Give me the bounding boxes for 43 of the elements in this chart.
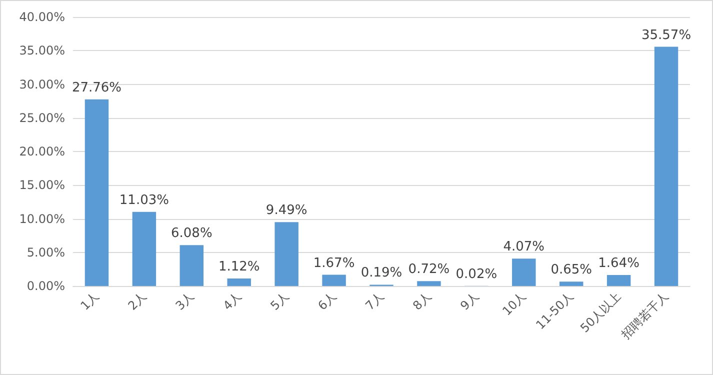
x-tick-label: 3人 bbox=[172, 289, 197, 313]
bar bbox=[84, 99, 109, 286]
bar bbox=[559, 282, 584, 286]
data-label: 1.64% bbox=[598, 256, 640, 271]
x-tick-label: 10人 bbox=[500, 289, 529, 318]
x-tick-label: 8人 bbox=[410, 289, 434, 313]
bar bbox=[227, 278, 251, 286]
x-tick-label: 6人 bbox=[315, 289, 339, 313]
bar bbox=[417, 281, 441, 286]
data-label: 35.57% bbox=[641, 28, 692, 43]
y-tick-label: 5.00% bbox=[26, 245, 65, 260]
x-tick-label: 4人 bbox=[220, 289, 244, 313]
bar bbox=[180, 245, 204, 286]
x-tick-label: 2人 bbox=[125, 289, 150, 313]
bar bbox=[606, 274, 631, 286]
data-label: 1.12% bbox=[218, 259, 260, 274]
y-tick-label: 10.00% bbox=[19, 212, 65, 226]
data-label: 0.19% bbox=[360, 266, 402, 281]
data-label: 11.03% bbox=[119, 192, 169, 208]
y-tick-label: 40.00% bbox=[19, 10, 65, 24]
y-tick-label: 15.00% bbox=[19, 178, 65, 192]
y-tick-label: 25.00% bbox=[19, 110, 65, 125]
data-label: 0.02% bbox=[456, 266, 498, 282]
y-tick-label: 20.00% bbox=[19, 144, 65, 158]
bar bbox=[132, 212, 156, 286]
data-label: 1.67% bbox=[313, 256, 355, 271]
bar bbox=[654, 46, 678, 286]
y-tick-label: 30.00% bbox=[19, 77, 65, 92]
y-tick-label: 35.00% bbox=[19, 44, 65, 58]
data-label: 0.72% bbox=[408, 262, 450, 278]
x-tick-label: 5人 bbox=[268, 289, 292, 313]
data-label: 9.49% bbox=[266, 203, 308, 218]
y-tick-label: 0.00% bbox=[26, 279, 65, 293]
data-label: 6.08% bbox=[171, 226, 212, 242]
data-label: 4.07% bbox=[503, 240, 545, 255]
data-label: 0.65% bbox=[550, 262, 592, 278]
x-tick-label: 1人 bbox=[78, 289, 102, 313]
data-label: 27.76% bbox=[72, 80, 122, 96]
bar bbox=[274, 222, 298, 286]
bar bbox=[512, 258, 536, 286]
bar bbox=[322, 274, 346, 286]
x-tick-label: 9人 bbox=[458, 289, 482, 313]
x-tick-label: 7人 bbox=[362, 289, 386, 313]
